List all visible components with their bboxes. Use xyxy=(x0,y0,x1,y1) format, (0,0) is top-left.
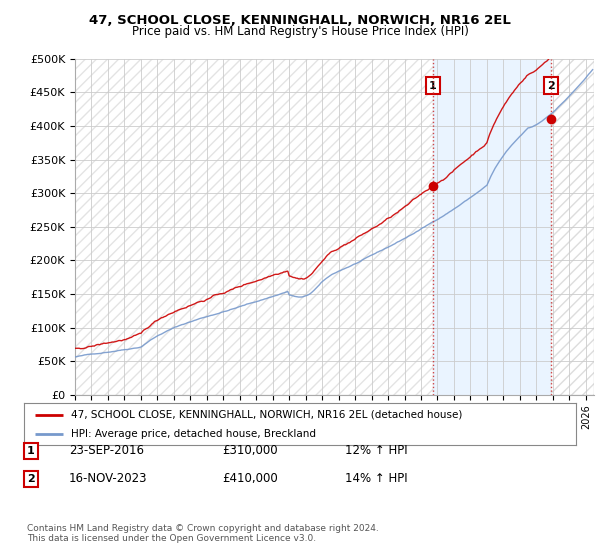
Bar xyxy=(551,59,594,395)
Bar xyxy=(433,59,551,395)
Text: 47, SCHOOL CLOSE, KENNINGHALL, NORWICH, NR16 2EL: 47, SCHOOL CLOSE, KENNINGHALL, NORWICH, … xyxy=(89,14,511,27)
Text: 1: 1 xyxy=(429,81,437,91)
Bar xyxy=(75,59,433,395)
Text: 14% ↑ HPI: 14% ↑ HPI xyxy=(345,472,407,486)
Text: 23-SEP-2016: 23-SEP-2016 xyxy=(69,444,144,458)
Text: 2: 2 xyxy=(27,474,35,484)
Text: Price paid vs. HM Land Registry's House Price Index (HPI): Price paid vs. HM Land Registry's House … xyxy=(131,25,469,38)
Text: 2: 2 xyxy=(547,81,555,91)
Text: £410,000: £410,000 xyxy=(222,472,278,486)
Text: HPI: Average price, detached house, Breckland: HPI: Average price, detached house, Brec… xyxy=(71,429,316,439)
Text: 1: 1 xyxy=(27,446,35,456)
Text: £310,000: £310,000 xyxy=(222,444,278,458)
Text: 12% ↑ HPI: 12% ↑ HPI xyxy=(345,444,407,458)
Text: 47, SCHOOL CLOSE, KENNINGHALL, NORWICH, NR16 2EL (detached house): 47, SCHOOL CLOSE, KENNINGHALL, NORWICH, … xyxy=(71,409,462,419)
Text: 16-NOV-2023: 16-NOV-2023 xyxy=(69,472,148,486)
Text: Contains HM Land Registry data © Crown copyright and database right 2024.
This d: Contains HM Land Registry data © Crown c… xyxy=(27,524,379,543)
